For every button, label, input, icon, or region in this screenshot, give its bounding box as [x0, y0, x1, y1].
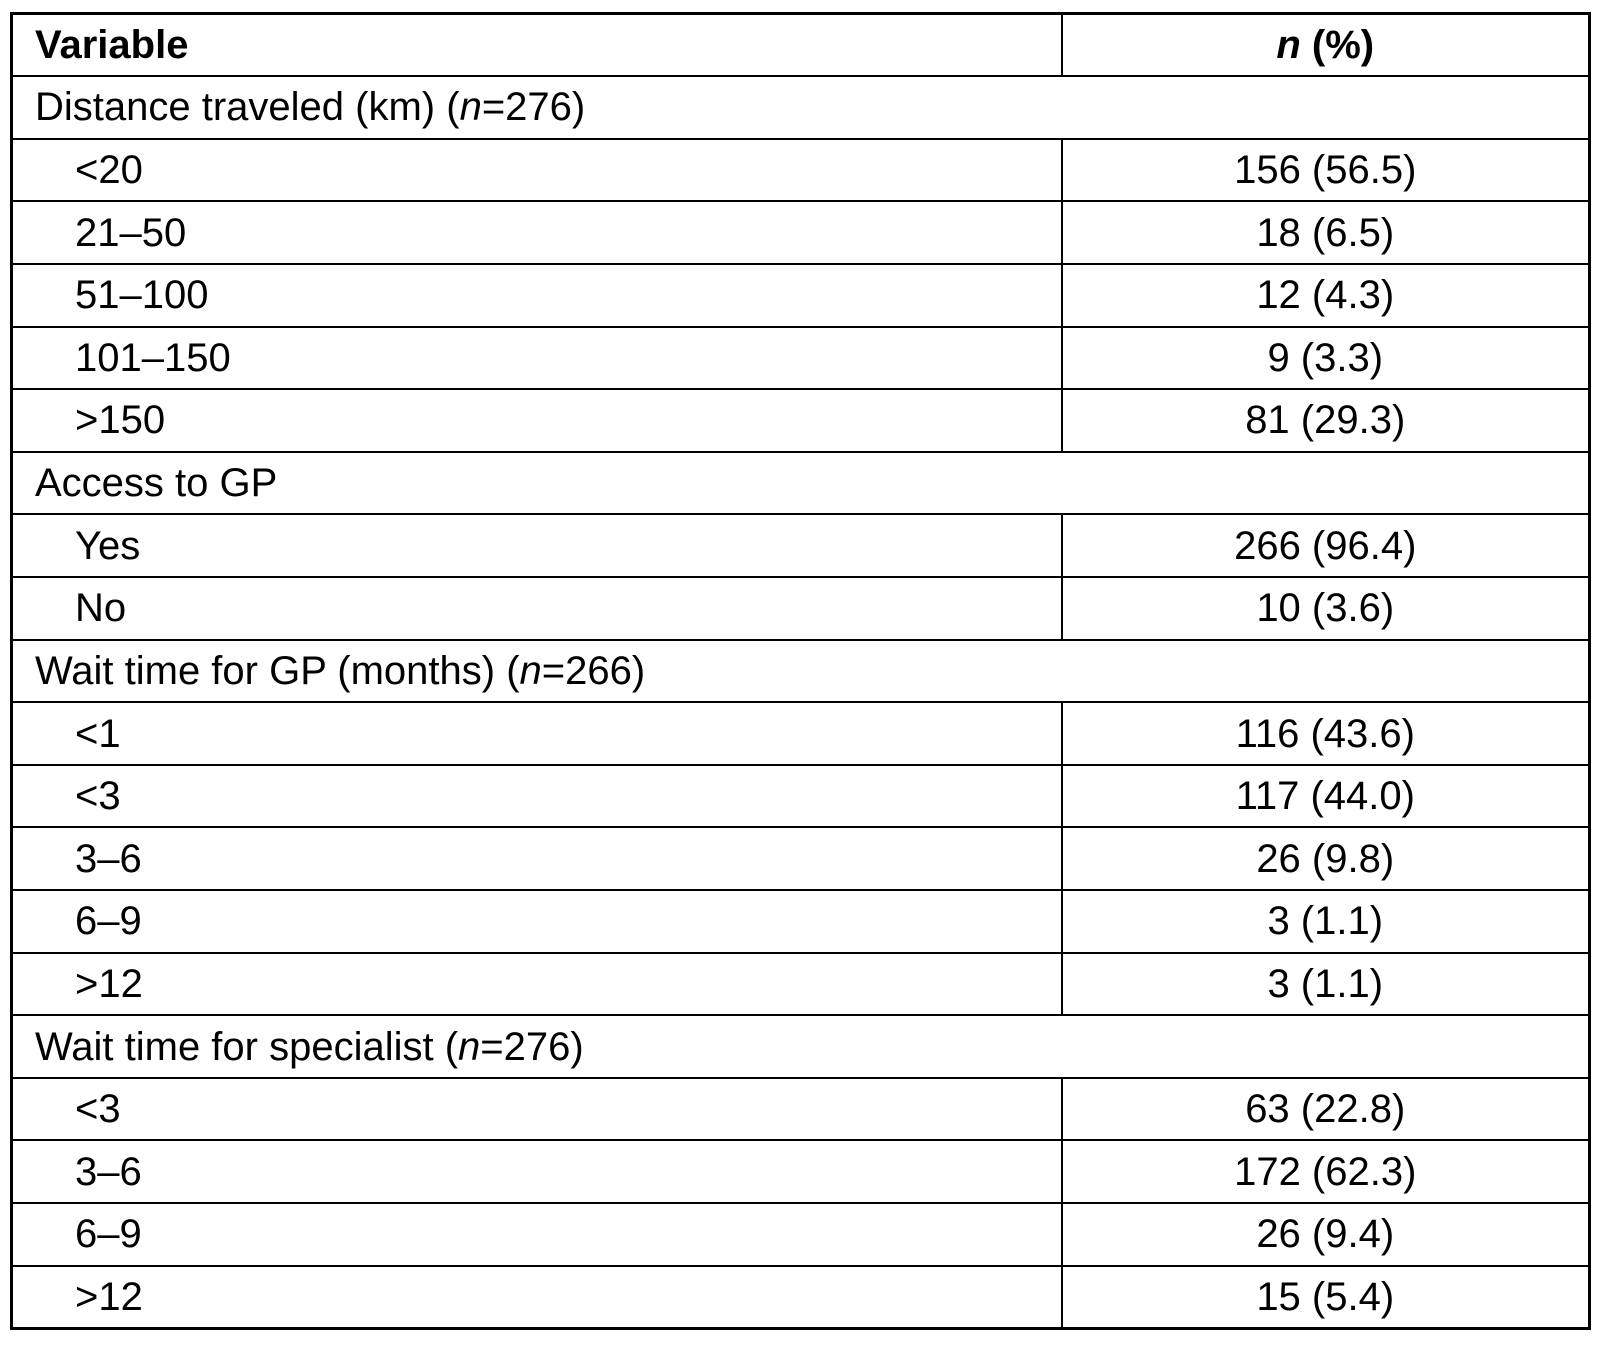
- percent-label: (%): [1300, 23, 1375, 68]
- table-row: 6–9 3 (1.1): [10, 889, 1591, 954]
- table-row: 6–9 26 (9.4): [10, 1202, 1591, 1267]
- section-title-text: Wait time for specialist (: [35, 1024, 459, 1069]
- table-row: 101–150 9 (3.3): [10, 325, 1591, 391]
- section-header-row-wait-gp: Wait time for GP (months) (n=266): [10, 638, 1591, 704]
- row-value: 156 (56.5): [1060, 137, 1591, 203]
- table-row: <3 117 (44.0): [10, 763, 1591, 829]
- n-symbol: n: [1276, 23, 1301, 68]
- row-label: >150: [10, 388, 1063, 453]
- row-value: 81 (29.3): [1060, 388, 1591, 453]
- section-title-text: Access to GP: [35, 461, 278, 506]
- row-value: 3 (1.1): [1060, 951, 1591, 1017]
- table-row: >150 81 (29.3): [10, 388, 1591, 453]
- row-label: <20: [10, 137, 1063, 203]
- column-header-variable: Variable: [10, 12, 1063, 78]
- n-symbol: n: [458, 1024, 481, 1069]
- row-label: >12: [10, 951, 1063, 1017]
- row-label: 21–50: [10, 200, 1063, 265]
- table-row: >12 3 (1.1): [10, 951, 1591, 1017]
- column-header-n-percent: n (%): [1060, 12, 1591, 78]
- row-value: 26 (9.8): [1060, 826, 1591, 892]
- row-value: 9 (3.3): [1060, 325, 1591, 391]
- section-header-row-distance: Distance traveled (km) (n=276): [10, 75, 1591, 140]
- table-row: <1 116 (43.6): [10, 701, 1591, 766]
- row-value: 117 (44.0): [1060, 763, 1591, 829]
- table-row: >12 15 (5.4): [10, 1264, 1591, 1330]
- section-title-wait-specialist: Wait time for specialist (n=276): [10, 1014, 1591, 1079]
- table-row: 3–6 172 (62.3): [10, 1139, 1591, 1205]
- table-row: No 10 (3.6): [10, 575, 1591, 641]
- row-value: 172 (62.3): [1060, 1139, 1591, 1205]
- row-label: 3–6: [10, 1139, 1063, 1205]
- row-label: 6–9: [10, 889, 1063, 954]
- section-title-suffix: =266): [541, 648, 646, 693]
- row-value: 3 (1.1): [1060, 889, 1591, 954]
- section-title-text: Wait time for GP (months) (: [35, 648, 520, 693]
- section-title-suffix: =276): [481, 85, 586, 130]
- table-row: <20 156 (56.5): [10, 137, 1591, 203]
- section-title-distance: Distance traveled (km) (n=276): [10, 75, 1591, 140]
- section-title-wait-gp: Wait time for GP (months) (n=266): [10, 638, 1591, 704]
- row-value: 12 (4.3): [1060, 262, 1591, 328]
- table-header-row: Variable n (%): [10, 12, 1591, 78]
- row-value: 116 (43.6): [1060, 701, 1591, 766]
- row-label: Yes: [10, 513, 1063, 578]
- table-row: 51–100 12 (4.3): [10, 262, 1591, 328]
- row-label: >12: [10, 1264, 1063, 1330]
- table-row: Yes 266 (96.4): [10, 513, 1591, 578]
- row-label: No: [10, 575, 1063, 641]
- row-label: <3: [10, 1076, 1063, 1142]
- n-symbol: n: [519, 648, 542, 693]
- n-symbol: n: [459, 85, 482, 130]
- row-value: 26 (9.4): [1060, 1202, 1591, 1267]
- access-statistics-table: Variable n (%) Distance traveled (km) (n…: [10, 12, 1591, 1330]
- row-label: 51–100: [10, 262, 1063, 328]
- section-header-row-wait-specialist: Wait time for specialist (n=276): [10, 1014, 1591, 1079]
- row-label: 3–6: [10, 826, 1063, 892]
- section-title-access-gp: Access to GP: [10, 450, 1591, 516]
- table-row: <3 63 (22.8): [10, 1076, 1591, 1142]
- table-row: 21–50 18 (6.5): [10, 200, 1591, 265]
- row-value: 266 (96.4): [1060, 513, 1591, 578]
- row-label: <3: [10, 763, 1063, 829]
- section-title-suffix: =276): [480, 1024, 584, 1069]
- row-label: <1: [10, 701, 1063, 766]
- section-header-row-access-gp: Access to GP: [10, 450, 1591, 516]
- row-value: 63 (22.8): [1060, 1076, 1591, 1142]
- row-label: 6–9: [10, 1202, 1063, 1267]
- row-value: 15 (5.4): [1060, 1264, 1591, 1330]
- access-statistics-table-container: Variable n (%) Distance traveled (km) (n…: [10, 12, 1591, 1330]
- table-row: 3–6 26 (9.8): [10, 826, 1591, 892]
- section-title-text: Distance traveled (km) (: [35, 85, 460, 130]
- row-value: 10 (3.6): [1060, 575, 1591, 641]
- row-label: 101–150: [10, 325, 1063, 391]
- row-value: 18 (6.5): [1060, 200, 1591, 265]
